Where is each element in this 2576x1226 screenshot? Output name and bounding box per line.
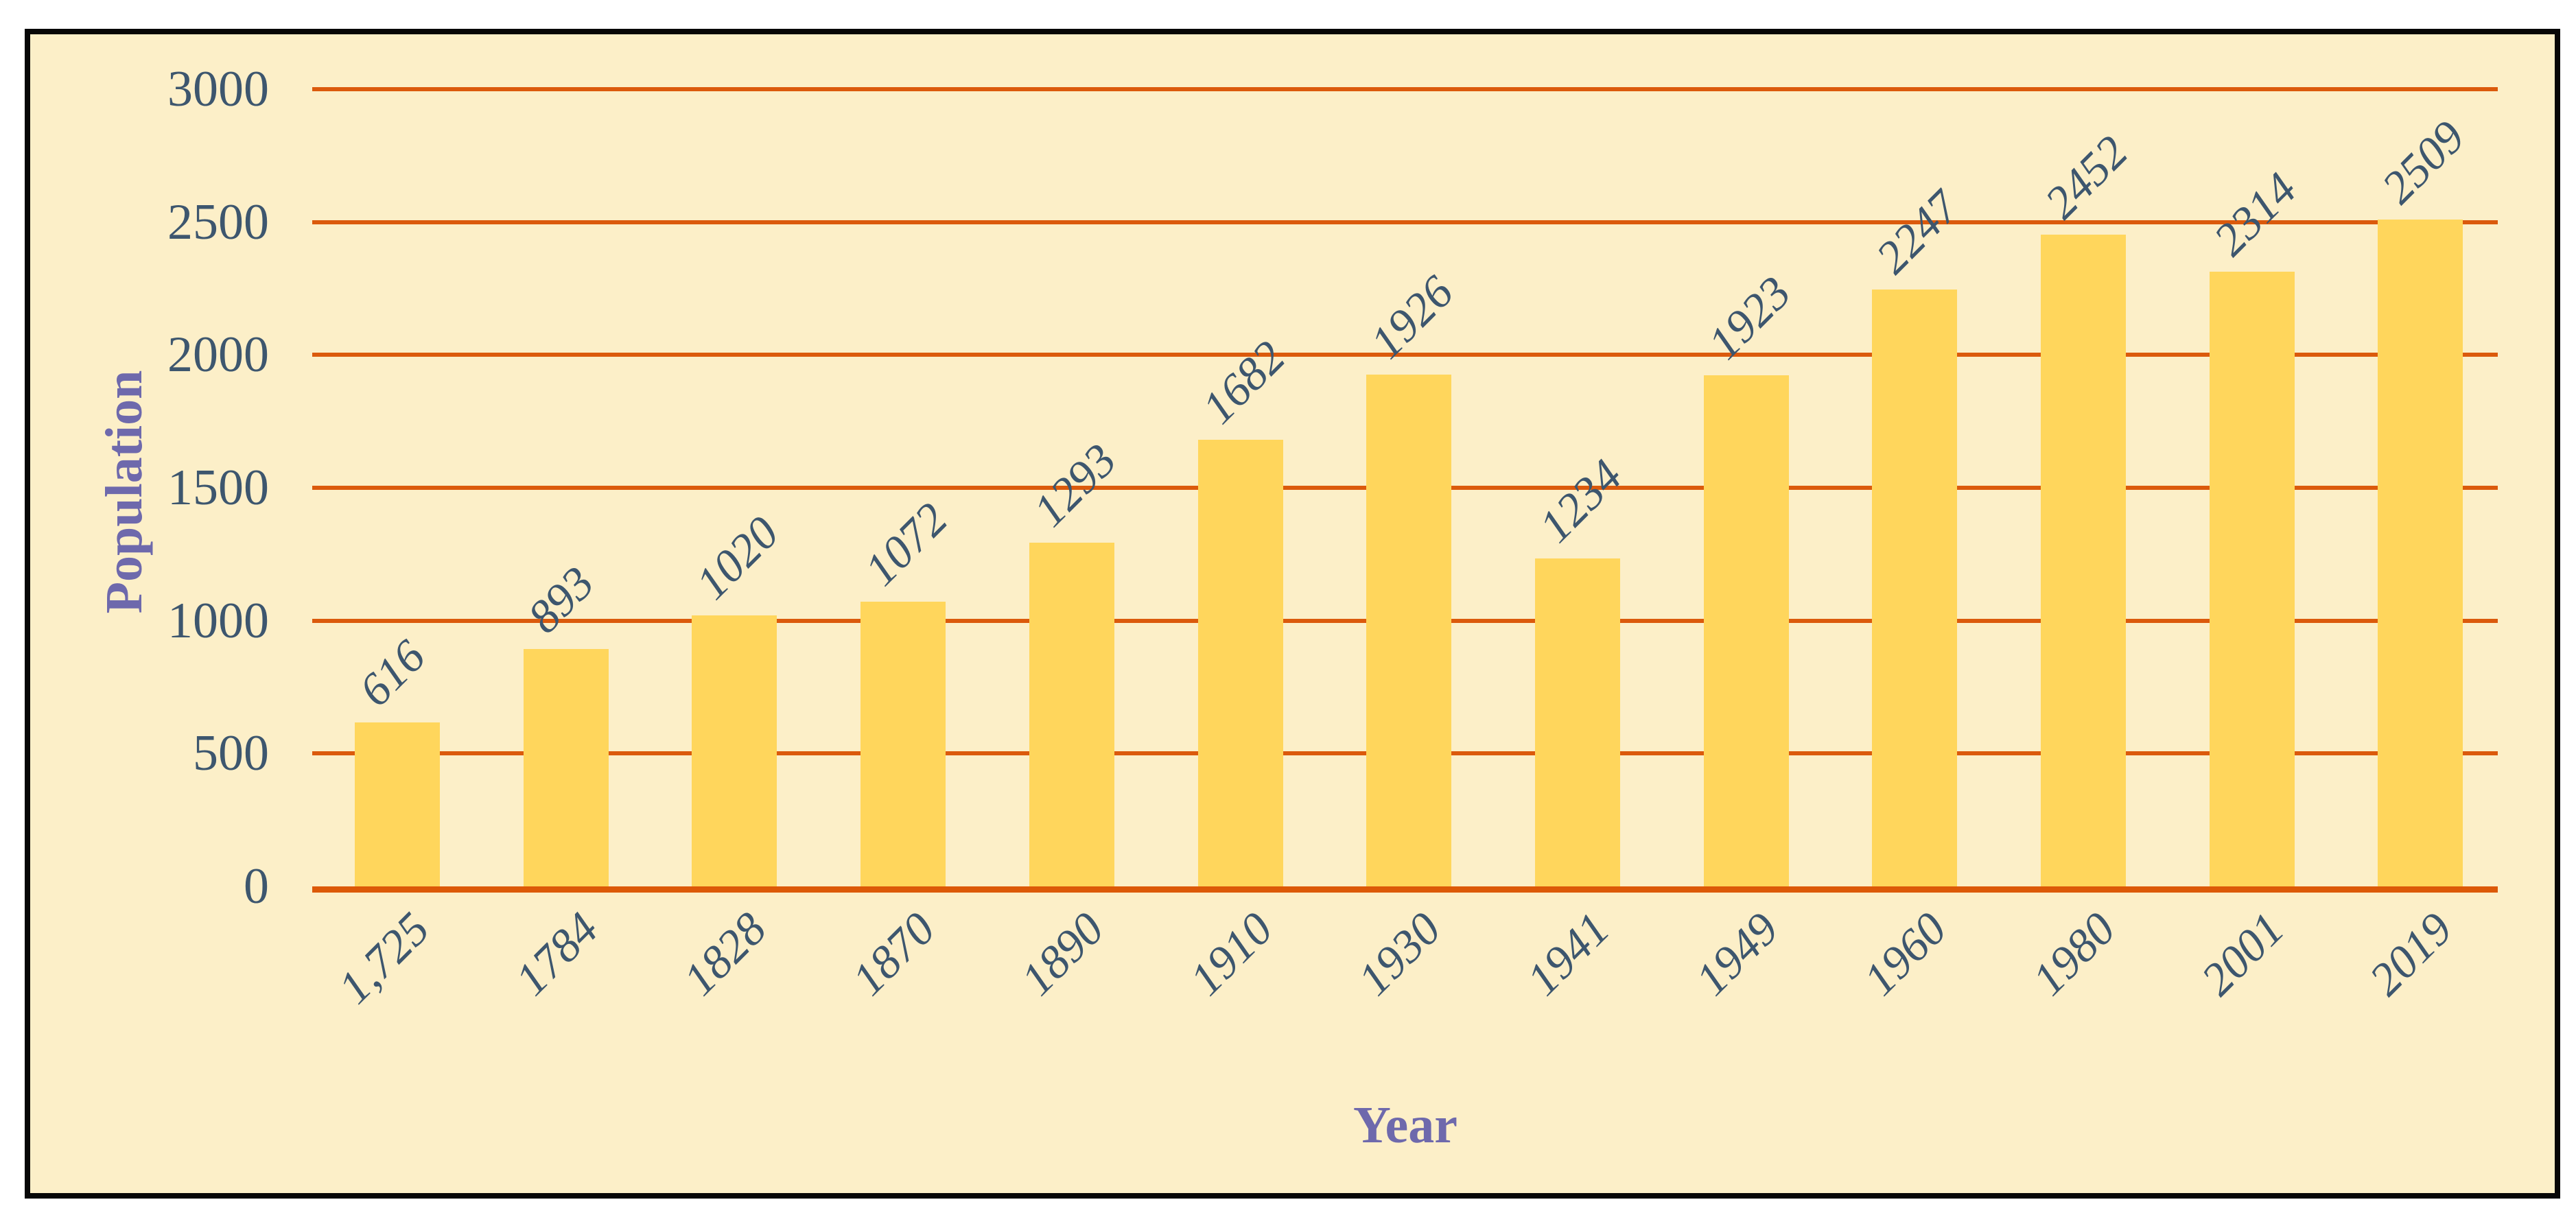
y-tick-label: 2500 <box>167 193 269 250</box>
bar-value-label: 1072 <box>854 492 958 596</box>
bar <box>523 649 609 886</box>
bar-value-label: 616 <box>349 630 435 717</box>
y-tick-label: 1500 <box>167 460 269 516</box>
bar-value-label: 893 <box>517 556 604 643</box>
gridline <box>312 220 2498 224</box>
x-tick-label: 1960 <box>1853 902 1957 1006</box>
y-tick-label: 1000 <box>167 592 269 649</box>
x-axis-title: Year <box>1353 1096 1457 1154</box>
x-tick-label: 1870 <box>842 902 946 1006</box>
x-tick-label: 1828 <box>673 902 777 1006</box>
y-tick-label: 3000 <box>167 61 269 117</box>
gridline <box>312 353 2498 357</box>
x-tick-label: 2001 <box>2190 902 2294 1006</box>
bar <box>355 722 440 886</box>
x-tick-label: 1784 <box>504 902 608 1006</box>
bar <box>1029 543 1114 886</box>
bar <box>692 615 777 886</box>
y-tick-label: 500 <box>193 725 269 782</box>
x-tick-label: 1949 <box>1685 902 1788 1006</box>
bar-value-label: 2452 <box>2035 126 2138 229</box>
x-tick-label: 1941 <box>1516 902 1619 1006</box>
bar <box>1703 375 1789 886</box>
y-tick-label: 2000 <box>167 327 269 384</box>
bar-value-label: 1020 <box>686 506 789 609</box>
x-tick-label: 1980 <box>2022 902 2125 1006</box>
bar-value-label: 2247 <box>1866 180 1969 283</box>
bar-value-label: 1293 <box>1022 434 1126 537</box>
bar <box>2209 271 2295 886</box>
bar-value-label: 1926 <box>1360 265 1464 368</box>
bar <box>1197 439 1283 886</box>
bar-value-label: 2509 <box>2372 110 2475 214</box>
bar <box>860 601 946 886</box>
bar-value-label: 2314 <box>2203 162 2306 266</box>
x-tick-label: 1,725 <box>327 902 439 1014</box>
y-axis-title: Population <box>95 370 153 614</box>
bar <box>1534 558 1620 886</box>
x-tick-label: 1890 <box>1010 902 1114 1006</box>
bar <box>1366 374 1452 886</box>
bar <box>2378 220 2463 886</box>
x-axis-line <box>312 886 2498 893</box>
bar <box>1872 289 1958 886</box>
x-tick-label: 1930 <box>1348 902 1451 1006</box>
x-tick-label: 2019 <box>2359 902 2463 1006</box>
gridline <box>312 87 2498 91</box>
bar-value-label: 1234 <box>1528 449 1632 552</box>
x-tick-label: 1910 <box>1179 902 1283 1006</box>
y-tick-label: 0 <box>244 858 269 915</box>
bar-value-label: 1682 <box>1191 330 1295 434</box>
bar <box>2041 235 2126 886</box>
